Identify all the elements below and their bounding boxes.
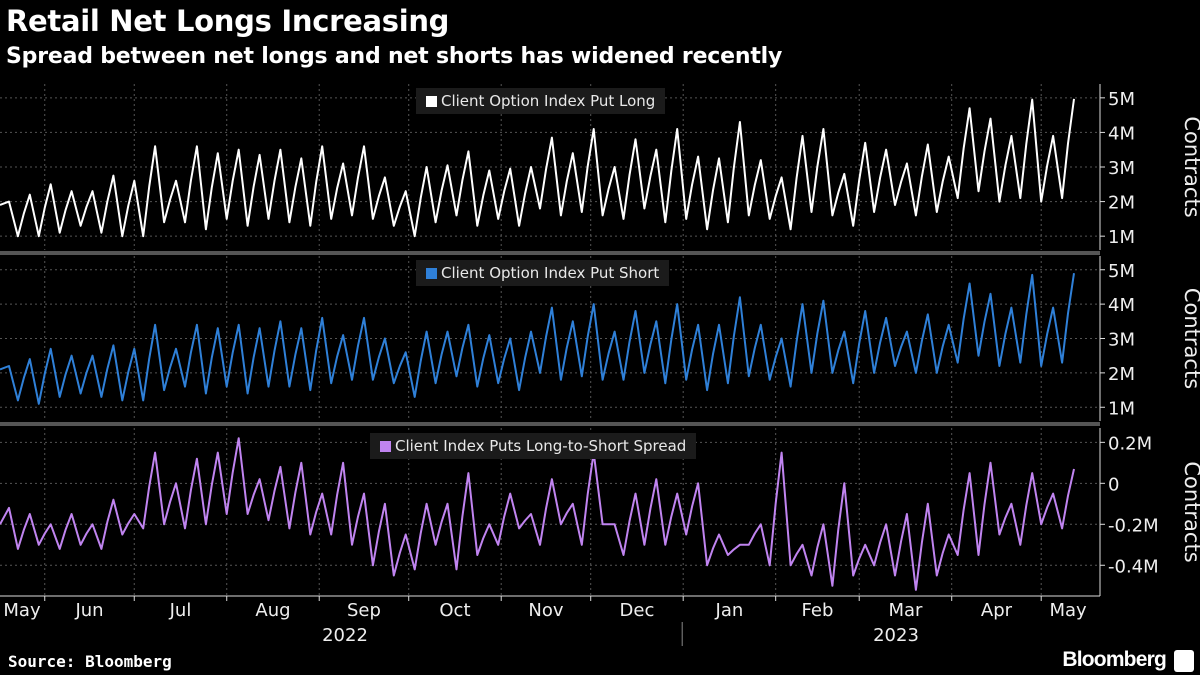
legend-swatch-put-long (426, 96, 437, 107)
legend-spread: Client Index Puts Long-to-Short Spread (370, 433, 697, 459)
legend-swatch-put-short (426, 268, 437, 279)
x-tick-label: Aug (255, 600, 290, 621)
x-tick-label: Apr (981, 600, 1013, 621)
x-tick-label: Dec (620, 600, 655, 621)
y-tick-label: 0 (1108, 474, 1119, 495)
y-axis-title: Contracts (1180, 461, 1200, 562)
series-line-put-short (0, 273, 1075, 405)
y-tick-label: 1M (1108, 398, 1135, 419)
y-axis-title: Contracts (1180, 288, 1200, 389)
legend-swatch-spread (380, 441, 391, 452)
x-tick-label: Nov (528, 600, 563, 621)
y-tick-label: 4M (1108, 295, 1135, 316)
x-tick-label: Feb (802, 600, 834, 621)
y-tick-label: 0.2M (1108, 433, 1152, 454)
x-tick-label: Jun (74, 600, 103, 621)
y-tick-label: -0.4M (1108, 556, 1159, 577)
y-tick-label: -0.2M (1108, 515, 1159, 536)
panel-separator (0, 251, 1100, 255)
source-note: Source: Bloomberg (8, 652, 172, 671)
legend-label: Client Index Puts Long-to-Short Spread (395, 437, 687, 455)
y-tick-label: 3M (1108, 330, 1135, 351)
x-tick-label: May (3, 600, 41, 621)
y-tick-label: 3M (1108, 158, 1135, 179)
bloomberg-logo-icon (1174, 650, 1194, 672)
chart-title: Retail Net Longs Increasing (6, 4, 450, 38)
bloomberg-logo: Bloomberg (1062, 648, 1166, 671)
y-tick-label: 5M (1108, 261, 1135, 282)
x-tick-label: Sep (347, 600, 381, 621)
x-tick-label: Jul (169, 600, 192, 621)
y-tick-label: 2M (1108, 193, 1135, 214)
y-axis-title: Contracts (1180, 116, 1200, 217)
y-tick-label: 5M (1108, 89, 1135, 110)
legend-put-short: Client Option Index Put Short (416, 260, 670, 286)
legend-label: Client Option Index Put Long (441, 92, 656, 110)
y-tick-label: 1M (1108, 227, 1135, 248)
legend-label: Client Option Index Put Short (441, 264, 660, 282)
panel-separator (0, 422, 1100, 426)
series-line-put-long (0, 98, 1075, 238)
y-tick-label: 2M (1108, 364, 1135, 385)
x-tick-label: Mar (888, 600, 923, 621)
series-line-spread (0, 437, 1075, 591)
year-label: 2022 (322, 625, 368, 646)
year-label: 2023 (873, 625, 919, 646)
chart-subtitle: Spread between net longs and net shorts … (6, 44, 783, 69)
y-tick-label: 4M (1108, 123, 1135, 144)
x-tick-label: Oct (439, 600, 470, 621)
x-tick-label: Jan (715, 600, 744, 621)
legend-put-long: Client Option Index Put Long (416, 88, 666, 114)
x-tick-label: May (1049, 600, 1087, 621)
